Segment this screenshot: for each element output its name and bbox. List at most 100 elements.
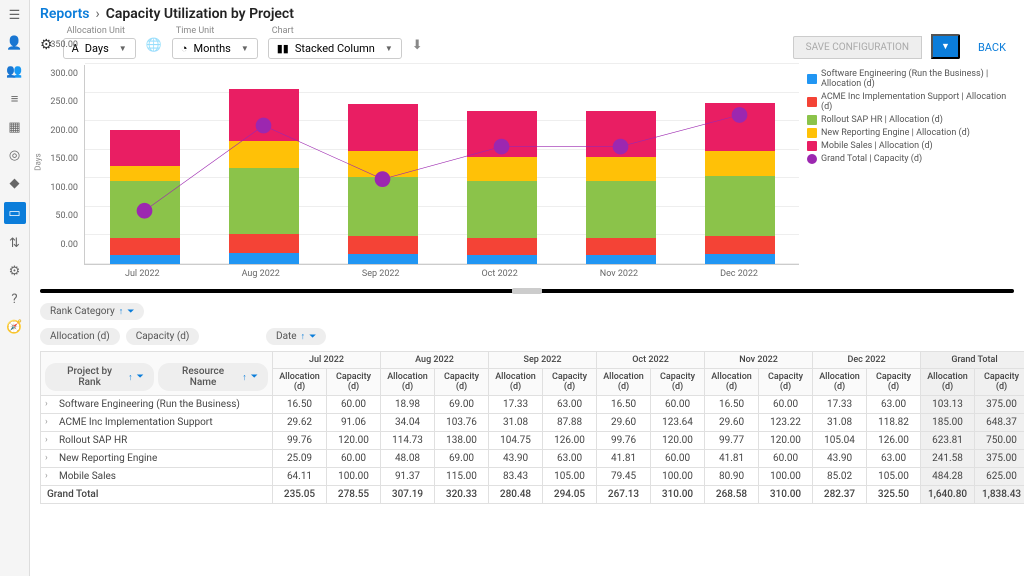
compass-icon[interactable]: 🧭 bbox=[6, 318, 24, 336]
table-cell: 1,838.43 bbox=[975, 486, 1024, 504]
bar-segment[interactable] bbox=[586, 157, 656, 181]
bar-segment[interactable] bbox=[586, 111, 656, 157]
pills-row-mid: Allocation (d) Capacity (d) Date ↑ ⏷ bbox=[30, 326, 1024, 351]
bar-segment[interactable] bbox=[705, 254, 775, 264]
grid-icon[interactable]: ▦ bbox=[6, 118, 24, 136]
legend-label: Mobile Sales | Allocation (d) bbox=[821, 141, 933, 151]
table-cell: 278.55 bbox=[327, 486, 381, 504]
back-button[interactable]: BACK bbox=[970, 36, 1014, 59]
bar-segment[interactable] bbox=[110, 181, 180, 238]
download-icon[interactable]: ⬇ bbox=[412, 38, 423, 53]
table-cell: 60.00 bbox=[759, 450, 813, 468]
pill-allocation[interactable]: Allocation (d) bbox=[40, 328, 120, 345]
breadcrumb-reports-link[interactable]: Reports bbox=[40, 6, 90, 22]
bar-segment[interactable] bbox=[705, 176, 775, 236]
bar-segment[interactable] bbox=[586, 238, 656, 255]
time-unit-control: Time Unit ◔ Months ▼ bbox=[172, 26, 258, 59]
bar-segment[interactable] bbox=[348, 151, 418, 176]
bar-segment[interactable] bbox=[348, 104, 418, 152]
bar-group[interactable] bbox=[467, 111, 537, 264]
expand-icon[interactable]: › bbox=[45, 417, 48, 427]
bar-segment[interactable] bbox=[467, 111, 537, 156]
table-cell: 48.08 bbox=[381, 450, 435, 468]
table-cell: 120.00 bbox=[651, 432, 705, 450]
pill-project-by-rank[interactable]: Project by Rank ↑ ⏷ bbox=[45, 363, 154, 391]
bar-segment[interactable] bbox=[467, 238, 537, 255]
bar-segment[interactable] bbox=[586, 255, 656, 264]
expand-icon[interactable]: › bbox=[45, 471, 48, 481]
bar-segment[interactable] bbox=[229, 168, 299, 234]
reports-icon[interactable]: ▭ bbox=[4, 202, 26, 224]
table-cell: 29.62 bbox=[273, 414, 327, 432]
target-icon[interactable]: ◎ bbox=[6, 146, 24, 164]
legend-label: ACME Inc Implementation Support | Alloca… bbox=[821, 92, 1014, 112]
bar-group[interactable] bbox=[705, 103, 775, 264]
menu-icon[interactable]: ☰ bbox=[6, 6, 24, 24]
legend-swatch bbox=[807, 154, 817, 164]
chart-legend: Software Engineering (Run the Business) … bbox=[799, 65, 1014, 285]
pill-rank-category[interactable]: Rank Category ↑ ⏷ bbox=[40, 303, 144, 320]
bar-group[interactable] bbox=[348, 104, 418, 264]
globe-icon[interactable]: 🌐 bbox=[146, 38, 162, 53]
legend-item[interactable]: Rollout SAP HR | Allocation (d) bbox=[807, 115, 1014, 125]
bar-group[interactable] bbox=[586, 111, 656, 264]
legend-item[interactable]: ACME Inc Implementation Support | Alloca… bbox=[807, 92, 1014, 112]
bar-segment[interactable] bbox=[467, 181, 537, 238]
table-cell: 79.45 bbox=[597, 468, 651, 486]
chart-type-label: Chart bbox=[268, 26, 402, 36]
sub-header: Capacity (d) bbox=[867, 369, 921, 396]
expand-icon[interactable]: › bbox=[45, 453, 48, 463]
bar-segment[interactable] bbox=[348, 254, 418, 264]
bar-segment[interactable] bbox=[348, 236, 418, 254]
help-icon[interactable]: ? bbox=[6, 290, 24, 308]
x-tick: Jul 2022 bbox=[125, 265, 160, 285]
legend-item[interactable]: Grand Total | Capacity (d) bbox=[807, 154, 1014, 164]
transfer-icon[interactable]: ⇅ bbox=[6, 234, 24, 252]
save-configuration-dropdown[interactable]: ▼ bbox=[931, 34, 960, 59]
settings-icon[interactable]: ⚙ bbox=[6, 262, 24, 280]
legend-item[interactable]: Software Engineering (Run the Business) … bbox=[807, 69, 1014, 89]
sub-header: Capacity (d) bbox=[975, 369, 1024, 396]
people-icon[interactable]: 👥 bbox=[6, 62, 24, 80]
pane-divider[interactable] bbox=[40, 289, 1014, 293]
bar-group[interactable] bbox=[229, 89, 299, 265]
table-cell: 63.00 bbox=[867, 450, 921, 468]
bar-segment[interactable] bbox=[705, 236, 775, 254]
x-tick: Sep 2022 bbox=[362, 265, 400, 285]
save-configuration-button[interactable]: SAVE CONFIGURATION bbox=[793, 36, 922, 59]
expand-icon[interactable]: › bbox=[45, 435, 48, 445]
time-unit-dropdown[interactable]: ◔ Months ▼ bbox=[172, 38, 258, 59]
table-cell: 83.43 bbox=[489, 468, 543, 486]
table-cell: 31.08 bbox=[489, 414, 543, 432]
pill-capacity[interactable]: Capacity (d) bbox=[126, 328, 200, 345]
bar-segment[interactable] bbox=[110, 166, 180, 180]
bar-segment[interactable] bbox=[467, 157, 537, 181]
bar-segment[interactable] bbox=[348, 177, 418, 237]
bar-segment[interactable] bbox=[229, 89, 299, 141]
bar-segment[interactable] bbox=[705, 103, 775, 152]
bar-segment[interactable] bbox=[705, 151, 775, 176]
legend-item[interactable]: Mobile Sales | Allocation (d) bbox=[807, 141, 1014, 151]
bar-segment[interactable] bbox=[586, 181, 656, 238]
person-icon[interactable]: 👤 bbox=[6, 34, 24, 52]
list-icon[interactable]: ≡ bbox=[6, 90, 24, 108]
bar-segment[interactable] bbox=[229, 253, 299, 264]
table-cell: 294.05 bbox=[543, 486, 597, 504]
diamond-icon[interactable]: ◆ bbox=[6, 174, 24, 192]
bar-segment[interactable] bbox=[110, 238, 180, 255]
bar-segment[interactable] bbox=[110, 255, 180, 264]
allocation-unit-value: Days bbox=[85, 42, 109, 55]
bar-segment[interactable] bbox=[229, 234, 299, 253]
pill-resource-name[interactable]: Resource Name ↑ ⏷ bbox=[158, 363, 268, 391]
bar-segment[interactable] bbox=[467, 255, 537, 264]
legend-item[interactable]: New Reporting Engine | Allocation (d) bbox=[807, 128, 1014, 138]
expand-icon[interactable]: › bbox=[45, 399, 48, 409]
pill-date[interactable]: Date ↑ ⏷ bbox=[266, 328, 326, 345]
chart-type-dropdown[interactable]: ▮▮ Stacked Column ▼ bbox=[268, 38, 402, 59]
bar-segment[interactable] bbox=[229, 141, 299, 168]
bar-group[interactable] bbox=[110, 130, 180, 264]
bar-segment[interactable] bbox=[110, 130, 180, 167]
sub-header: Capacity (d) bbox=[435, 369, 489, 396]
table-cell: 625.00 bbox=[975, 468, 1024, 486]
table-row: ›Mobile Sales64.11100.0091.37115.0083.43… bbox=[41, 468, 1024, 486]
